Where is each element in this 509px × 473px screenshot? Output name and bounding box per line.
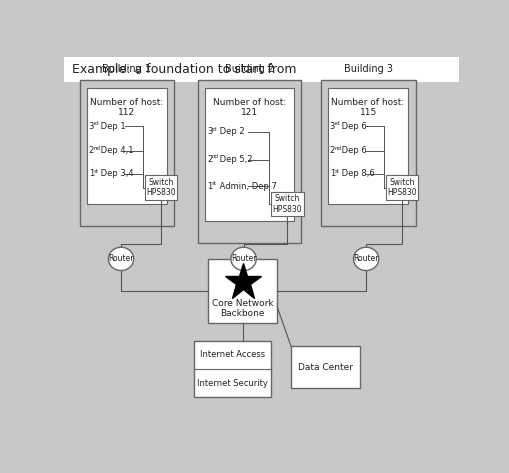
- Text: 2: 2: [329, 146, 334, 155]
- Text: Internet Access: Internet Access: [200, 350, 265, 359]
- Text: Number of host:
115: Number of host: 115: [331, 98, 404, 117]
- FancyBboxPatch shape: [79, 80, 174, 226]
- FancyBboxPatch shape: [291, 346, 359, 388]
- Text: Core Network
Backbone: Core Network Backbone: [211, 299, 273, 318]
- FancyBboxPatch shape: [271, 192, 303, 216]
- Text: Data Center: Data Center: [298, 363, 352, 372]
- FancyBboxPatch shape: [87, 88, 167, 204]
- Text: Dep 3,4: Dep 3,4: [98, 169, 133, 178]
- Text: Building 1: Building 1: [102, 64, 151, 74]
- Text: 2: 2: [89, 146, 94, 155]
- Text: Number of host:
121: Number of host: 121: [212, 98, 286, 117]
- FancyBboxPatch shape: [145, 175, 177, 200]
- Text: Dep 6: Dep 6: [338, 122, 366, 131]
- Text: 2: 2: [207, 155, 212, 164]
- Text: rd: rd: [334, 121, 340, 126]
- Text: rd: rd: [212, 127, 217, 131]
- Text: 3: 3: [329, 122, 334, 131]
- Text: Router: Router: [231, 254, 256, 263]
- Text: st: st: [334, 169, 339, 174]
- Text: Building 3: Building 3: [343, 64, 392, 74]
- Text: Switch
HPS830: Switch HPS830: [386, 178, 416, 197]
- Text: Router: Router: [353, 254, 378, 263]
- Text: Dep 5,2: Dep 5,2: [216, 155, 252, 164]
- Text: Building 2: Building 2: [224, 64, 273, 74]
- FancyBboxPatch shape: [327, 88, 408, 204]
- Text: Internet Security: Internet Security: [197, 379, 268, 388]
- Circle shape: [231, 247, 256, 271]
- Text: rd: rd: [93, 121, 99, 126]
- Text: 1: 1: [89, 169, 94, 178]
- Text: st: st: [212, 181, 216, 186]
- FancyBboxPatch shape: [320, 80, 415, 226]
- Text: Example: a foundation to start from: Example: a foundation to start from: [71, 63, 296, 76]
- Circle shape: [353, 247, 378, 271]
- Text: Dep 8,6: Dep 8,6: [338, 169, 374, 178]
- FancyBboxPatch shape: [385, 175, 417, 200]
- Text: Dep 1: Dep 1: [98, 122, 126, 131]
- Text: nd: nd: [334, 146, 341, 150]
- Text: st: st: [93, 169, 98, 174]
- FancyBboxPatch shape: [208, 259, 277, 323]
- Text: Router: Router: [108, 254, 133, 263]
- FancyBboxPatch shape: [64, 57, 458, 82]
- Circle shape: [108, 247, 133, 271]
- Text: Dep 6: Dep 6: [338, 146, 366, 155]
- Text: 3: 3: [207, 127, 212, 136]
- Text: 1: 1: [329, 169, 334, 178]
- Text: 3: 3: [89, 122, 94, 131]
- Text: Dep 2: Dep 2: [216, 127, 244, 136]
- FancyBboxPatch shape: [198, 80, 300, 243]
- Text: 1: 1: [207, 182, 212, 191]
- Text: Number of host:
112: Number of host: 112: [90, 98, 163, 117]
- Text: nd: nd: [93, 146, 100, 150]
- FancyBboxPatch shape: [194, 341, 271, 397]
- Text: Switch
HPS830: Switch HPS830: [146, 178, 175, 197]
- Text: Switch
HPS830: Switch HPS830: [272, 194, 301, 214]
- Text: Admin, Dep 7: Admin, Dep 7: [216, 182, 276, 191]
- Text: Dep 4,1: Dep 4,1: [98, 146, 133, 155]
- FancyBboxPatch shape: [205, 88, 293, 220]
- Text: nd: nd: [212, 155, 218, 159]
